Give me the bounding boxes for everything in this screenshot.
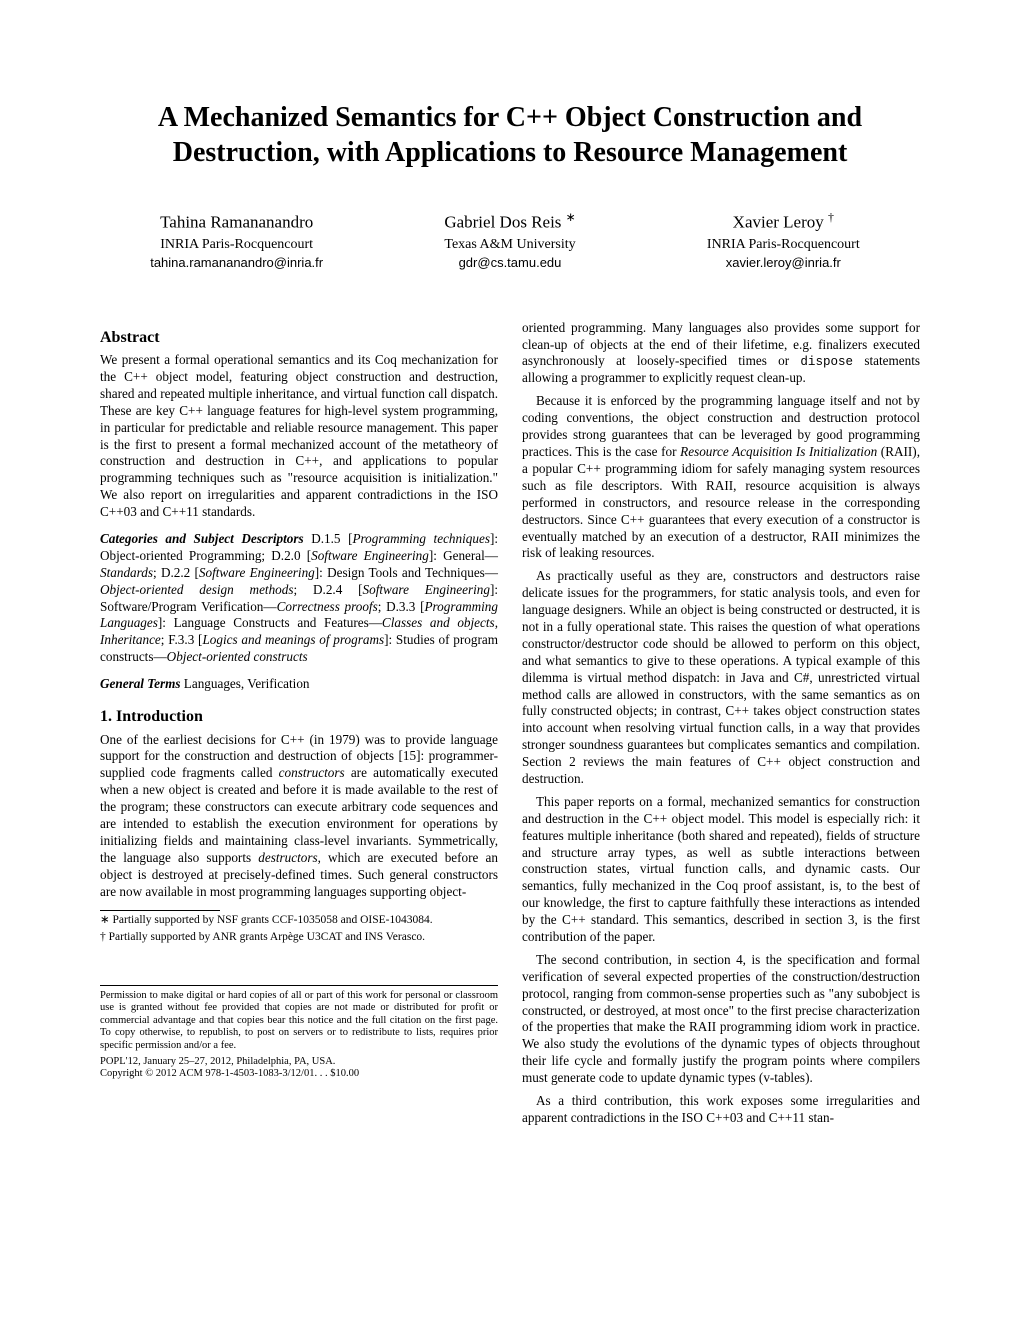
author-affiliation: INRIA Paris-Rocquencourt	[100, 237, 373, 253]
authors-row: Tahina Ramananandro INRIA Paris-Rocquenc…	[100, 210, 920, 270]
col2-para-3: As practically useful as they are, const…	[522, 568, 920, 788]
left-column: Abstract We present a formal operational…	[100, 320, 498, 1133]
abstract-body: We present a formal operational semantic…	[100, 352, 498, 521]
copyright-venue: POPL'12, January 25–27, 2012, Philadelph…	[100, 1056, 498, 1068]
intro-heading: 1. Introduction	[100, 707, 498, 727]
general-terms-label: General Terms	[100, 676, 180, 691]
categories-body: Categories and Subject Descriptors D.1.5…	[100, 531, 498, 666]
categories-block: Categories and Subject Descriptors D.1.5…	[100, 531, 498, 666]
author-block-2: Gabriel Dos Reis ∗ Texas A&M University …	[373, 210, 646, 270]
col2-para-5: The second contribution, in section 4, i…	[522, 952, 920, 1087]
author-sup: ∗	[566, 210, 576, 224]
copyright-line: Copyright © 2012 ACM 978-1-4503-1083-3/1…	[100, 1068, 498, 1080]
footnote-2: † Partially supported by ANR grants Arpè…	[100, 931, 498, 945]
author-affiliation: Texas A&M University	[373, 237, 646, 253]
author-email: gdr@cs.tamu.edu	[373, 255, 646, 270]
general-terms-body: Languages, Verification	[180, 676, 309, 691]
copyright-block: Permission to make digital or hard copie…	[100, 985, 498, 1081]
author-name: Gabriel Dos Reis ∗	[373, 210, 646, 233]
right-column: oriented programming. Many languages als…	[522, 320, 920, 1133]
abstract-heading: Abstract	[100, 328, 498, 348]
two-column-body: Abstract We present a formal operational…	[100, 320, 920, 1133]
footnote-1: ∗ Partially supported by NSF grants CCF-…	[100, 914, 498, 928]
general-terms-line: General Terms Languages, Verification	[100, 676, 498, 693]
intro-para-1: One of the earliest decisions for C++ (i…	[100, 732, 498, 901]
author-email: tahina.ramananandro@inria.fr	[100, 255, 373, 270]
title-line-1: A Mechanized Semantics for C++ Object Co…	[158, 102, 862, 133]
categories-label: Categories and Subject Descriptors	[100, 531, 304, 546]
col2-para-2: Because it is enforced by the programmin…	[522, 393, 920, 562]
col2-para-1: oriented programming. Many languages als…	[522, 320, 920, 388]
author-name: Xavier Leroy †	[647, 210, 920, 233]
author-sup: †	[828, 210, 834, 224]
col2-para-4: This paper reports on a formal, mechaniz…	[522, 794, 920, 946]
author-name-text: Gabriel Dos Reis	[444, 213, 561, 232]
paper-page: A Mechanized Semantics for C++ Object Co…	[0, 0, 1020, 1320]
author-block-3: Xavier Leroy † INRIA Paris-Rocquencourt …	[647, 210, 920, 270]
footnote-rule	[100, 910, 220, 911]
general-terms-block: General Terms Languages, Verification	[100, 676, 498, 693]
paper-title: A Mechanized Semantics for C++ Object Co…	[100, 100, 920, 170]
author-name-text: Xavier Leroy	[733, 213, 824, 232]
author-email: xavier.leroy@inria.fr	[647, 255, 920, 270]
copyright-rule-top	[100, 985, 498, 986]
author-block-1: Tahina Ramananandro INRIA Paris-Rocquenc…	[100, 210, 373, 270]
categories-text: D.1.5 [Programming techniques]: Object-o…	[100, 531, 498, 664]
author-affiliation: INRIA Paris-Rocquencourt	[647, 237, 920, 253]
author-name-text: Tahina Ramananandro	[160, 213, 313, 232]
title-line-2: Destruction, with Applications to Resour…	[173, 137, 848, 168]
author-name: Tahina Ramananandro	[100, 210, 373, 233]
col2-para-6: As a third contribution, this work expos…	[522, 1093, 920, 1127]
copyright-permission: Permission to make digital or hard copie…	[100, 990, 498, 1052]
